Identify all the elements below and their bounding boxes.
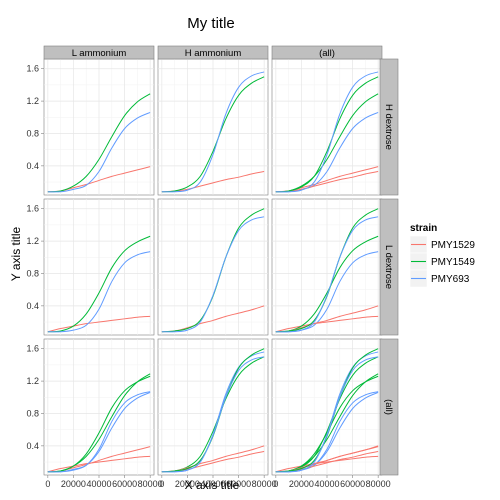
- x-tick-label: 60000: [226, 479, 251, 489]
- facet-panel: [43, 58, 155, 196]
- legend-label: PMY1529: [431, 240, 475, 251]
- series-line-pmy693: [275, 71, 379, 193]
- facet-panel: [271, 58, 383, 196]
- series-line-pmy693: [47, 251, 151, 333]
- facet-panel: [157, 338, 269, 476]
- facet-panel: [157, 58, 269, 196]
- facet-panel: [157, 198, 269, 336]
- x-tick-label: 60000: [340, 479, 365, 489]
- y-axis-ticks: 0.4 0.8 1.2 1.6 0.4 0.8 1.2 1.6 0.4 0.8 1.2 1.6: [26, 64, 44, 451]
- y-tick-label: 0.4: [26, 441, 39, 451]
- x-tick-label: 0: [273, 479, 278, 489]
- x-tick-label: 20000: [175, 479, 200, 489]
- y-tick-label: 0.8: [26, 268, 39, 278]
- chart-title: My title: [187, 15, 235, 32]
- series-line-pmy693: [275, 356, 379, 473]
- series-line-pmy693: [47, 111, 151, 193]
- legend-label: PMY693: [431, 274, 470, 285]
- column-strip-label: L ammonium: [72, 48, 127, 59]
- column-strip: [157, 45, 269, 60]
- x-tick-label: 0: [159, 479, 164, 489]
- column-strip: [43, 45, 155, 60]
- x-tick-label: 60000: [112, 479, 137, 489]
- y-axis-title: Y axis title: [9, 226, 23, 281]
- series-line-pmy1529: [47, 315, 151, 333]
- facet-grid: L ammonium H ammonium (all) H dextrose L dex…: [43, 45, 399, 476]
- legend-entries: PMY1529 PMY1549 PMY693: [409, 235, 475, 288]
- y-tick-label: 0.4: [26, 301, 39, 311]
- column-strip: [271, 45, 383, 60]
- y-tick-label: 0.8: [26, 128, 39, 138]
- series-line-pmy1549: [47, 93, 151, 193]
- y-tick-label: 0.4: [26, 161, 39, 171]
- y-tick-label: 0.8: [26, 408, 39, 418]
- x-tick-label: 80000: [252, 479, 277, 489]
- x-tick-label: 40000: [200, 479, 225, 489]
- facet-panel: [271, 198, 383, 336]
- column-strip-label: H ammonium: [185, 48, 242, 59]
- y-tick-label: 1.6: [26, 344, 39, 354]
- row-strip-label: H dextrose: [383, 104, 394, 150]
- series-line-pmy1549: [161, 76, 265, 193]
- x-axis-title: X axis title: [185, 478, 240, 492]
- x-tick-label: 20000: [61, 479, 86, 489]
- facet-panel: [43, 198, 155, 336]
- y-tick-label: 1.6: [26, 64, 39, 74]
- x-tick-label: 20000: [289, 479, 314, 489]
- x-tick-label: 80000: [366, 479, 391, 489]
- series-line-pmy1529: [275, 455, 379, 473]
- series-line-pmy693: [161, 356, 265, 473]
- facet-panel: [43, 338, 155, 476]
- x-tick-label: 40000: [86, 479, 111, 489]
- series-line-pmy693: [161, 216, 265, 333]
- y-tick-label: 1.2: [26, 96, 39, 106]
- row-strip: [379, 58, 399, 196]
- row-strip-label: (all): [383, 399, 394, 415]
- series-line-pmy1529: [47, 455, 151, 473]
- facet-panel: [271, 338, 383, 476]
- series-line-pmy1549: [47, 235, 151, 333]
- legend-title: strain: [410, 223, 437, 234]
- x-tick-label: 0: [45, 479, 50, 489]
- x-tick-label: 40000: [314, 479, 339, 489]
- legend-label: PMY1549: [431, 257, 475, 268]
- series-line-pmy693: [47, 391, 151, 473]
- legend: strain PMY1529 PMY1549 PMY693: [409, 223, 475, 288]
- series-line-pmy693: [161, 71, 265, 193]
- series-line-pmy1549: [47, 375, 151, 473]
- column-strip-label: (all): [319, 48, 335, 59]
- x-tick-label: 80000: [138, 479, 163, 489]
- y-tick-label: 1.6: [26, 204, 39, 214]
- row-strip: [379, 198, 399, 336]
- row-strip-label: L dextrose: [383, 245, 394, 289]
- series-line-pmy1549: [275, 76, 379, 193]
- series-line-pmy1529: [275, 315, 379, 333]
- y-tick-label: 1.2: [26, 236, 39, 246]
- y-tick-label: 1.2: [26, 376, 39, 386]
- series-line-pmy693: [275, 216, 379, 333]
- row-strip: [379, 338, 399, 476]
